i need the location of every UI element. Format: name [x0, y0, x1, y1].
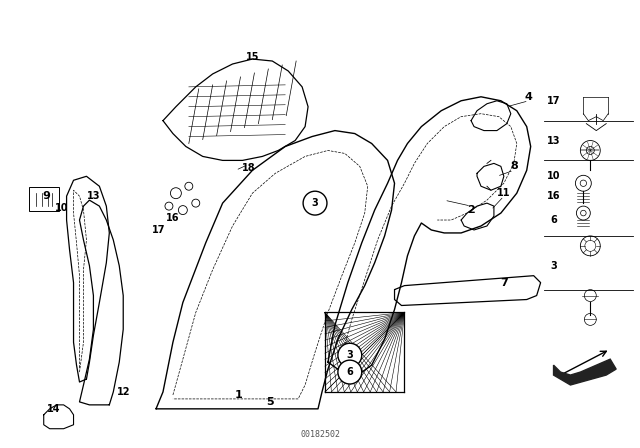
Text: 6: 6 [550, 215, 557, 225]
Text: 1: 1 [235, 390, 243, 400]
Text: 17: 17 [547, 96, 560, 106]
Text: 3: 3 [550, 261, 557, 271]
Circle shape [338, 360, 362, 384]
Text: 11: 11 [497, 188, 511, 198]
Polygon shape [554, 359, 616, 385]
Text: 18: 18 [242, 164, 255, 173]
Circle shape [338, 343, 362, 367]
Text: 13: 13 [86, 191, 100, 201]
Text: 15: 15 [246, 52, 259, 62]
Text: 16: 16 [166, 213, 180, 223]
Text: 3: 3 [346, 350, 353, 360]
Text: 10: 10 [55, 203, 68, 213]
Text: 13: 13 [547, 136, 560, 146]
Text: 6: 6 [346, 367, 353, 377]
Text: 2: 2 [467, 205, 475, 215]
Text: 12: 12 [116, 387, 130, 397]
Text: 00182502: 00182502 [300, 430, 340, 439]
Text: 3: 3 [312, 198, 319, 208]
Text: 17: 17 [152, 225, 166, 235]
Circle shape [303, 191, 327, 215]
Text: 7: 7 [500, 278, 508, 288]
Text: 10: 10 [547, 171, 560, 181]
Text: 14: 14 [47, 404, 60, 414]
Text: 8: 8 [510, 161, 518, 171]
Text: 5: 5 [266, 397, 274, 407]
Text: 16: 16 [547, 191, 560, 201]
Text: 9: 9 [43, 191, 51, 201]
Text: 4: 4 [525, 92, 532, 102]
